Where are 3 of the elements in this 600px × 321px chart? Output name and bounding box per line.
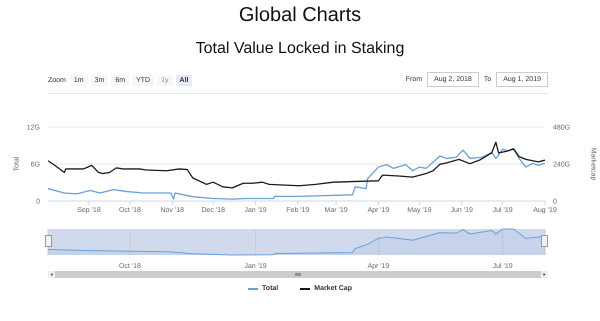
chart-subtitle: Total Value Locked in Staking xyxy=(194,40,406,59)
line-series xyxy=(48,142,545,189)
chart-title: Global Charts xyxy=(238,4,362,28)
